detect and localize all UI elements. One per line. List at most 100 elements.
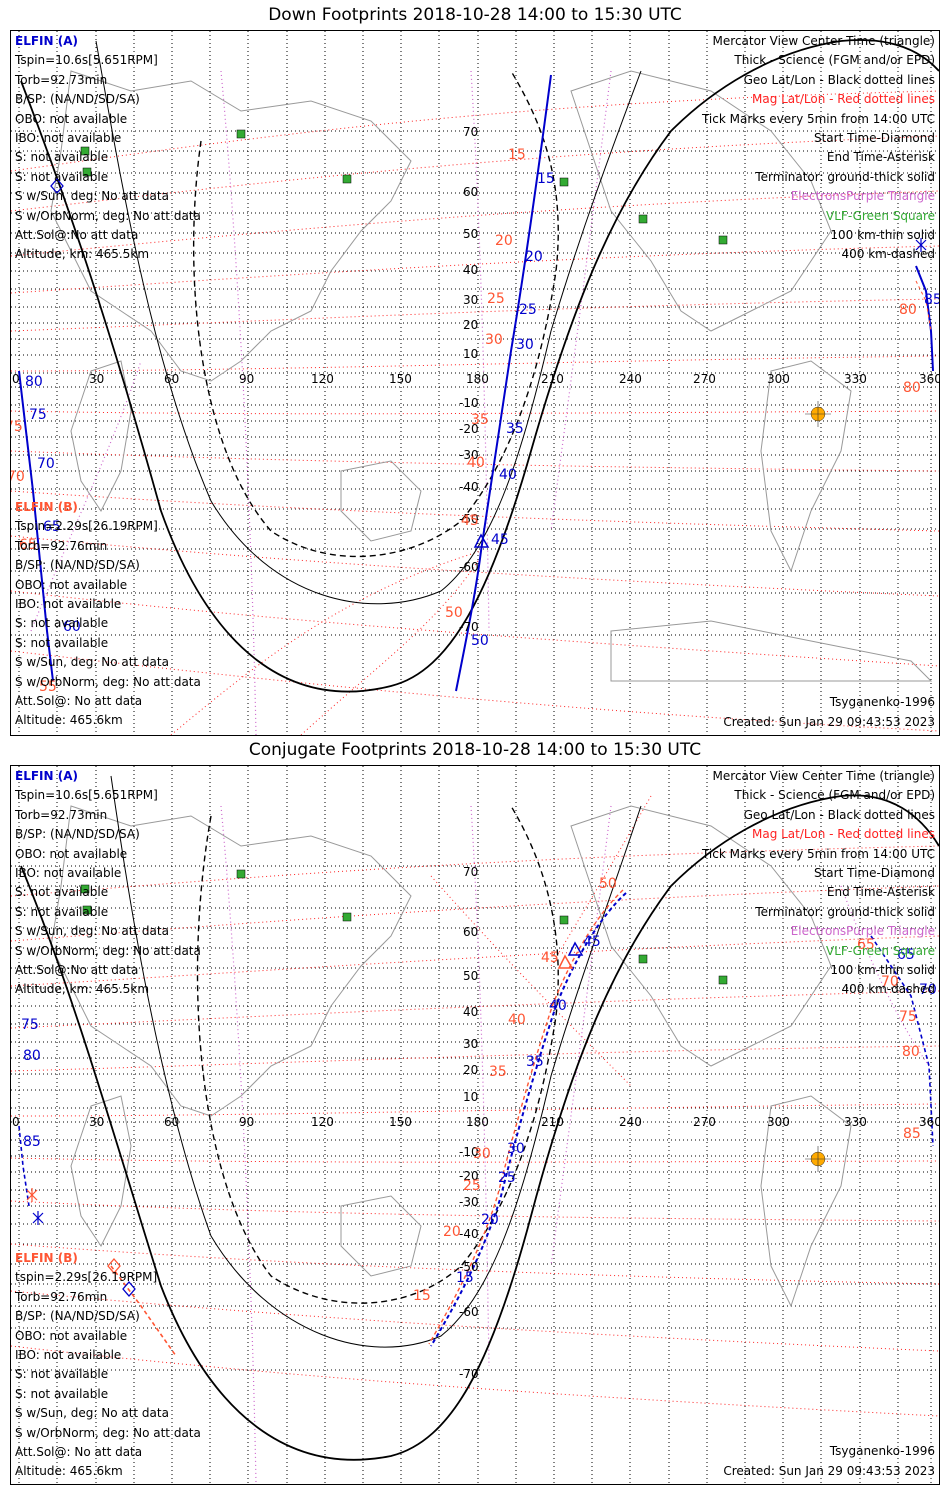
elfin-a-ibo-2: IBO: not available bbox=[15, 866, 122, 881]
svg-text:360: 360 bbox=[919, 1115, 939, 1129]
lon-120: 120 bbox=[311, 372, 334, 386]
conjugate-footprints-panel: 0 30 60 90 120 150 180 210 240 270 300 3… bbox=[10, 765, 940, 1485]
svg-text:10: 10 bbox=[463, 347, 478, 361]
elfin-a-attsol-2: Att.Sol@:No att data bbox=[15, 963, 139, 978]
svg-text:60: 60 bbox=[63, 619, 81, 635]
svg-text:40: 40 bbox=[508, 1012, 526, 1028]
elfin-a-track-2 bbox=[430, 892, 627, 1347]
svg-text:80: 80 bbox=[899, 302, 917, 318]
lon-90: 90 bbox=[239, 372, 254, 386]
elfin-b-obo: OBO: not available bbox=[15, 577, 128, 592]
start-diamond-b-2 bbox=[107, 1258, 121, 1274]
elfin-b-label: ELFIN (B) bbox=[15, 500, 78, 514]
lon-30: 30 bbox=[89, 372, 104, 386]
geo-lat-grid bbox=[11, 130, 939, 636]
elfin-b-label-2: ELFIN (B) bbox=[15, 1251, 78, 1265]
track-labels-b: 15 20 25 30 35 40 45 50 80 80 75 70 65 5… bbox=[11, 147, 921, 695]
elfin-a-bsp: B/SP: (NA/ND/SD/SA) bbox=[15, 92, 140, 107]
svg-text:35: 35 bbox=[471, 412, 489, 428]
elfin-b-sworb: S w/OrbNorm, deg: No att data bbox=[15, 674, 201, 689]
400km-line bbox=[192, 70, 559, 558]
elfin-b-info-2: ELFIN (B) tspin=2.29s[26.19RPM] Torb=92.… bbox=[15, 1249, 201, 1482]
lon-240: 240 bbox=[619, 372, 642, 386]
model-label-2: Tsyganenko-1996 bbox=[829, 1444, 935, 1458]
elfin-a-track bbox=[455, 74, 552, 692]
svg-text:-40: -40 bbox=[459, 480, 479, 494]
elfin-b-attsol: Att.Sol@: No att data bbox=[15, 694, 143, 709]
svg-text:-40: -40 bbox=[459, 1227, 479, 1241]
svg-text:85: 85 bbox=[23, 1134, 41, 1150]
svg-text:65: 65 bbox=[897, 947, 915, 963]
svg-text:70: 70 bbox=[463, 865, 478, 879]
legend-start-2: Start Time-Diamond bbox=[813, 866, 935, 881]
svg-text:35: 35 bbox=[489, 1064, 507, 1080]
svg-text:60: 60 bbox=[463, 925, 478, 939]
elfin-b-left-2 bbox=[110, 1265, 177, 1357]
svg-text:65: 65 bbox=[19, 537, 37, 553]
svg-text:80: 80 bbox=[902, 1044, 920, 1060]
svg-text:25: 25 bbox=[519, 302, 537, 318]
svg-text:40: 40 bbox=[463, 1005, 478, 1019]
svg-text:-60: -60 bbox=[459, 560, 479, 574]
svg-text:50: 50 bbox=[463, 227, 478, 241]
svg-text:30: 30 bbox=[89, 1115, 104, 1129]
elfin-b-swsun-2: S w/Sun, deg: No att data bbox=[15, 1406, 169, 1421]
panel-title-down: Down Footprints 2018-10-28 14:00 to 15:3… bbox=[268, 5, 682, 25]
svg-text:50: 50 bbox=[463, 969, 478, 983]
svg-text:-50: -50 bbox=[459, 512, 479, 526]
svg-text:75: 75 bbox=[21, 1017, 39, 1033]
elfin-a-attsol: Att.Sol@:No att data bbox=[15, 228, 139, 243]
svg-text:30: 30 bbox=[473, 1146, 491, 1162]
lon-330: 330 bbox=[844, 372, 867, 386]
center-triangle-a-2 bbox=[567, 941, 584, 956]
elfin-b-s1-2: S: not available bbox=[15, 1367, 109, 1382]
svg-text:20: 20 bbox=[495, 233, 513, 249]
elfin-a-label: ELFIN (A) bbox=[15, 34, 78, 48]
terminator-line-2 bbox=[20, 794, 939, 1461]
svg-text:70: 70 bbox=[37, 456, 55, 472]
svg-text:40: 40 bbox=[467, 455, 485, 471]
elfin-b-s1: S: not available bbox=[15, 616, 109, 631]
elfin-a-s1: S: not available bbox=[15, 150, 109, 165]
svg-text:65: 65 bbox=[43, 519, 61, 535]
lon-210: 210 bbox=[541, 372, 564, 386]
legend-terminator-2: Terminator: ground-thick solid bbox=[755, 904, 935, 919]
terminator-line bbox=[20, 39, 939, 693]
lon-ticks: 0 30 60 90 120 150 180 210 240 270 300 3… bbox=[12, 372, 939, 386]
svg-text:50: 50 bbox=[445, 605, 463, 621]
track-labels-a-2: 45 40 35 30 25 20 15 75 80 85 65 70 bbox=[21, 934, 937, 1286]
svg-text:70: 70 bbox=[919, 982, 937, 998]
svg-text:20: 20 bbox=[481, 1212, 499, 1228]
svg-text:55: 55 bbox=[39, 679, 57, 695]
elfin-a-torb: Torb=92.73min bbox=[15, 72, 108, 87]
legend-thick-2: Thick - Science (FGM and/or EPD) bbox=[734, 788, 935, 803]
elfin-b-bsp: B/SP: (NA/ND/SD/SA) bbox=[15, 558, 140, 573]
elfin-b-info: ELFIN (B) Tspin=2.29s[26.19RPM] Torb=92.… bbox=[15, 498, 201, 731]
svg-text:0: 0 bbox=[12, 1115, 20, 1129]
svg-text:45: 45 bbox=[491, 532, 509, 548]
svg-text:20: 20 bbox=[525, 249, 543, 265]
legend-electrons: ElectronsPurple Triangle bbox=[790, 189, 935, 204]
legend-center-time: Mercator View Center Time (triangle) bbox=[712, 34, 935, 48]
400km-line-2 bbox=[196, 805, 559, 1304]
svg-text:30: 30 bbox=[463, 1037, 478, 1051]
end-asterisk-b-2 bbox=[26, 1188, 38, 1202]
start-diamond-a-2 bbox=[122, 1281, 136, 1297]
svg-text:330: 330 bbox=[844, 1115, 867, 1129]
legend: Mercator View Center Time (triangle) Thi… bbox=[702, 32, 935, 265]
elfin-a-ibo: IBO: not available bbox=[15, 131, 122, 146]
svg-text:75: 75 bbox=[11, 419, 23, 435]
svg-text:35: 35 bbox=[526, 1054, 544, 1070]
svg-text:-30: -30 bbox=[459, 448, 479, 462]
elfin-b-torb: Torb=92.76min bbox=[15, 538, 108, 553]
legend-100km: 100 km-thin solid bbox=[830, 228, 935, 243]
svg-text:80: 80 bbox=[25, 374, 43, 390]
elfin-a-bsp-2: B/SP: (NA/ND/SD/SA) bbox=[15, 827, 140, 842]
vlf-squares-2 bbox=[80, 869, 728, 985]
elfin-b-s2-2: S: not available bbox=[15, 1386, 109, 1401]
elfin-a-sworb: S w/OrbNorm, deg: No att data bbox=[15, 208, 201, 223]
svg-text:60: 60 bbox=[463, 185, 478, 199]
start-diamond-a bbox=[50, 178, 64, 194]
svg-text:40: 40 bbox=[549, 998, 567, 1014]
svg-text:75: 75 bbox=[899, 1009, 917, 1025]
